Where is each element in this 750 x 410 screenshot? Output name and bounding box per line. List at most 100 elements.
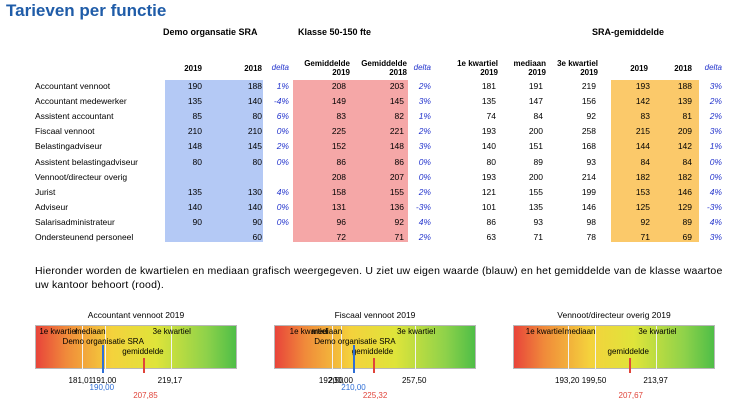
gauge-title: Fiscaal vennoot 2019	[334, 310, 416, 320]
header-q3: 3e kwartiel 2019	[557, 59, 598, 77]
cell-k2019: 158	[331, 186, 346, 197]
gauge-axis-q1: 193,20	[555, 376, 580, 385]
cell-d2019: 135	[187, 186, 202, 197]
cell-s2019: 153	[635, 186, 650, 197]
cell-q1: 121	[481, 186, 496, 197]
cell-d2018: 140	[247, 201, 262, 212]
cell-med: 147	[528, 96, 543, 107]
cell-s2018: 69	[682, 232, 692, 242]
cell-k2018: 221	[389, 126, 404, 137]
cell-kd: 2%	[418, 186, 431, 197]
row-label: Assistent belastingadviseur	[35, 156, 139, 167]
gauge-tick-median	[594, 326, 596, 370]
cell-q3: 92	[586, 111, 596, 122]
cell-s2018: 89	[682, 216, 692, 227]
cell-med: 151	[528, 141, 543, 152]
cell-q3: 146	[581, 201, 596, 212]
gauge-axis-own: 190,00	[89, 383, 115, 392]
gauge-label-q3: 3e kwartiel	[396, 327, 436, 336]
gauge-axis-avg: 207,85	[133, 391, 158, 400]
group-sra-header: SRA-gemiddelde	[592, 27, 665, 37]
cell-q1: 80	[486, 156, 496, 167]
cell-s2018: 84	[682, 156, 692, 167]
cell-dd: 2%	[276, 141, 289, 152]
cell-kd: 2%	[418, 81, 431, 91]
cell-kd: -3%	[415, 201, 431, 212]
cell-d2018: 188	[247, 81, 262, 91]
cell-med: 71	[533, 232, 543, 242]
gauge-axis-avg: 207,67	[618, 391, 643, 400]
gauge-label-q1: 1e kwartiel	[525, 327, 565, 336]
gauge-label-avg: gemiddelde	[122, 347, 164, 356]
cell-dd: 1%	[276, 81, 289, 91]
avg-value-marker	[143, 358, 146, 373]
group-demo-header: Demo organsatie SRA	[163, 27, 258, 37]
header-demo-2018: 2018	[244, 64, 262, 73]
cell-d2019: 210	[187, 126, 202, 137]
cell-q3: 93	[586, 156, 596, 167]
cell-k2019: 149	[331, 96, 346, 107]
cell-med: 155	[528, 186, 543, 197]
cell-kd: 4%	[418, 216, 431, 227]
cell-k2019: 83	[336, 111, 346, 122]
cell-d2019: 85	[192, 111, 202, 122]
header-q1: 1e kwartiel 2019	[457, 59, 498, 77]
cell-med: 191	[528, 81, 543, 91]
cell-k2019: 152	[331, 141, 346, 152]
cell-dd: 0%	[276, 216, 289, 227]
header-demo-2019: 2019	[184, 64, 202, 73]
cell-sd: 3%	[709, 232, 722, 242]
row-label: Accountant medewerker	[35, 96, 127, 107]
cell-s2019: 84	[640, 156, 650, 167]
cell-q1: 193	[481, 171, 496, 182]
cell-sd: 3%	[709, 81, 722, 91]
cell-q3: 258	[581, 126, 596, 137]
cell-sd: 2%	[709, 96, 722, 107]
cell-k2018: 207	[389, 171, 404, 182]
cell-d2019: 80	[192, 156, 202, 167]
gauge-label-avg: gemiddelde	[351, 347, 394, 356]
row-label: Vennoot/directeur overig	[35, 171, 128, 182]
cell-q1: 135	[481, 96, 496, 107]
cell-d2018: 140	[247, 96, 262, 107]
cell-dd: 6%	[276, 111, 289, 122]
sra-column-band	[611, 80, 699, 242]
cell-d2018: 130	[247, 186, 262, 197]
cell-med: 89	[533, 156, 543, 167]
cell-kd: 1%	[418, 111, 431, 122]
gauge-axis-q3: 219,17	[157, 376, 183, 385]
cell-kd: 2%	[418, 126, 431, 137]
gauge-axis-q3: 257,50	[401, 376, 427, 385]
row-label: Belastingadviseur	[35, 141, 103, 152]
cell-q3: 168	[581, 141, 596, 152]
gauge-label-median: mediaan	[311, 327, 343, 336]
gauge-bar: 1e kwartiel mediaan 3e kwartiel Demo organi…	[274, 325, 476, 370]
gauge-title: Accountant vennoot 2019	[87, 310, 185, 320]
cell-s2018: 129	[677, 201, 692, 212]
cell-s2019: 83	[640, 111, 650, 122]
cell-sd: 0%	[709, 171, 722, 182]
gauge-label-own: Demo organisatie SRA	[314, 337, 396, 346]
avg-value-marker	[372, 358, 375, 373]
cell-sd: -3%	[706, 201, 722, 212]
cell-med: 135	[528, 201, 543, 212]
gauge-label-q1: 1e kwartiel	[39, 327, 78, 336]
cell-s2018: 142	[677, 141, 692, 152]
cell-d2019: 140	[187, 201, 202, 212]
cell-s2019: 215	[635, 126, 650, 137]
cell-k2019: 208	[331, 171, 346, 182]
cell-dd: 0%	[276, 126, 289, 137]
klasse-column-band	[293, 80, 408, 242]
gauge-axis-median: 191,00	[91, 376, 117, 385]
cell-s2019: 182	[635, 171, 650, 182]
row-label: Assistent accountant	[35, 111, 114, 122]
gauge-axis-median: 199,50	[581, 376, 607, 385]
cell-q3: 156	[581, 96, 596, 107]
cell-dd: 4%	[276, 186, 289, 197]
cell-s2019: 142	[635, 96, 650, 107]
gauge-bar: 1e kwartiel mediaan 3e kwartiel gemiddelde	[513, 325, 715, 370]
explanation-text: Hieronder worden de kwartielen en mediaa…	[35, 265, 723, 291]
gauge-label-own: Demo organisatie SRA	[62, 337, 144, 346]
gauge-tick-median	[341, 326, 343, 370]
cell-sd: 1%	[709, 141, 722, 152]
